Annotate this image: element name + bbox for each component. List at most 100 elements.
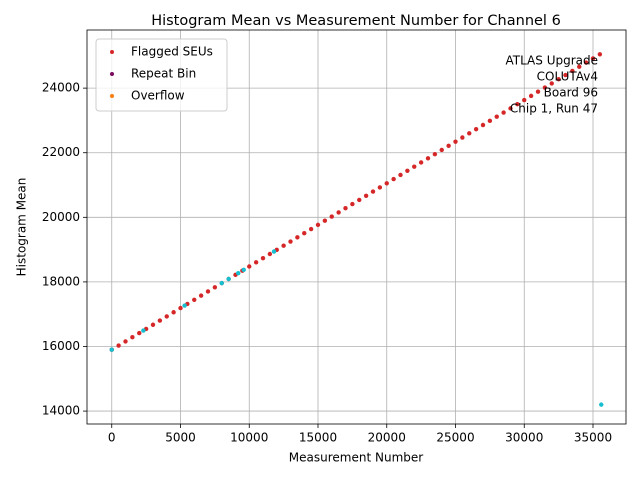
point: [494, 114, 499, 119]
point: [439, 147, 444, 153]
point: [164, 314, 169, 319]
point: [398, 172, 403, 178]
point: [178, 305, 183, 311]
legend-marker: [110, 72, 114, 76]
point: [260, 255, 266, 261]
point: [515, 102, 520, 107]
point: [418, 160, 424, 165]
point: [370, 189, 376, 194]
point: [412, 164, 417, 169]
point: [171, 310, 176, 315]
point: [599, 402, 604, 407]
point: [528, 93, 534, 99]
point: [236, 270, 241, 276]
point: [308, 226, 314, 232]
point: [508, 106, 513, 111]
point: [247, 264, 252, 269]
point: [116, 343, 121, 348]
point: [226, 276, 231, 282]
point: [329, 214, 334, 219]
annotation: ATLAS Upgrade: [505, 54, 598, 68]
point: [288, 239, 293, 244]
point: [501, 110, 506, 115]
point: [302, 231, 307, 236]
point: [212, 285, 218, 290]
point: [192, 297, 197, 302]
point: [363, 193, 369, 198]
point: [391, 176, 396, 182]
y-tick-label: 16000: [42, 339, 80, 353]
point: [487, 118, 493, 124]
x-axis-label: Measurement Number: [289, 451, 423, 465]
y-axis-label: Histogram Mean: [15, 178, 29, 277]
point: [315, 222, 321, 228]
x-tick-label: 0: [108, 431, 116, 445]
point: [198, 293, 204, 298]
legend-label: Repeat Bin: [131, 67, 196, 81]
point: [535, 89, 541, 94]
x-tick-label: 30000: [505, 431, 543, 445]
point: [241, 267, 246, 273]
point: [480, 122, 486, 128]
point: [577, 64, 582, 69]
point: [570, 68, 575, 74]
point: [336, 210, 341, 215]
x-tick-label: 5000: [165, 431, 196, 445]
point: [123, 339, 128, 344]
point: [563, 72, 568, 78]
point: [295, 235, 300, 240]
point: [446, 143, 451, 149]
point: [281, 243, 286, 248]
x-tick-label: 25000: [436, 431, 474, 445]
point: [157, 318, 163, 323]
point: [267, 251, 273, 257]
point: [542, 85, 548, 90]
annotation: Board 96: [544, 86, 598, 100]
point: [467, 131, 472, 136]
point: [343, 206, 348, 211]
point: [597, 52, 603, 57]
y-tick-label: 18000: [42, 274, 80, 288]
point: [219, 280, 224, 286]
legend-label: Overflow: [131, 89, 185, 103]
x-tick-label: 10000: [230, 431, 268, 445]
point: [253, 260, 259, 265]
legend-label: Flagged SEUs: [131, 45, 213, 59]
point: [432, 151, 438, 157]
legend-box: [95, 38, 228, 112]
point: [357, 197, 362, 203]
legend-marker: [110, 50, 114, 54]
plot-frame: [86, 29, 627, 425]
point: [384, 181, 389, 186]
x-tick-label: 35000: [574, 431, 612, 445]
annotation: COLUTAv4: [537, 70, 598, 84]
point: [549, 81, 554, 86]
point: [460, 135, 465, 140]
point: [205, 289, 211, 294]
point: [182, 303, 187, 308]
chart-title: Histogram Mean vs Measurement Number for…: [151, 13, 561, 29]
point: [522, 97, 527, 103]
point: [377, 185, 383, 190]
x-tick-label: 20000: [368, 431, 406, 445]
point: [590, 56, 596, 61]
point: [473, 126, 479, 132]
point: [583, 60, 589, 65]
point: [271, 249, 277, 254]
point: [453, 139, 458, 144]
point: [405, 168, 410, 173]
y-tick-label: 24000: [42, 81, 80, 95]
point: [130, 335, 135, 340]
legend-marker: [110, 94, 114, 98]
annotation: Chip 1, Run 47: [510, 102, 598, 116]
x-tick-label: 15000: [299, 431, 337, 445]
point: [109, 347, 114, 352]
point: [150, 322, 156, 327]
y-tick-label: 14000: [42, 404, 80, 418]
point: [350, 201, 355, 207]
y-tick-label: 22000: [42, 145, 80, 159]
point: [556, 77, 561, 82]
point: [322, 218, 328, 223]
point: [137, 330, 142, 336]
